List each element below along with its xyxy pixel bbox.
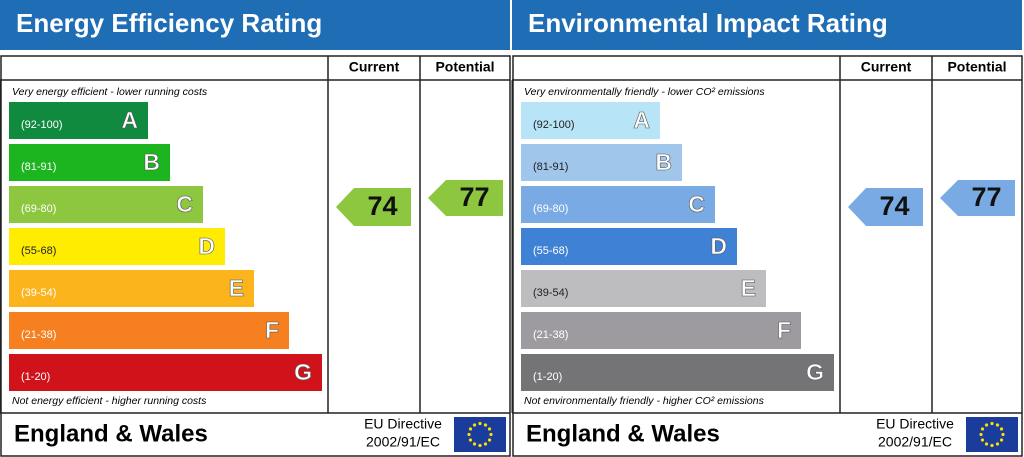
bottom-note: Not energy efficient - higher running co… (12, 395, 207, 407)
rating-band (521, 354, 834, 391)
footer-directive: EU Directive (364, 416, 442, 432)
eu-star (990, 443, 994, 448)
column-header: Current (349, 59, 400, 75)
band-range: (55-68) (533, 245, 568, 257)
band-letter: E (229, 275, 244, 301)
band-letter: E (741, 275, 756, 301)
panel-title: Environmental Impact Rating (528, 8, 888, 38)
panel: Energy Efficiency Rating Current Potential… (0, 0, 511, 457)
rating-band (521, 270, 766, 307)
bottom-note: Not environmentally friendly - higher CO… (524, 395, 765, 407)
band-letter: G (806, 359, 824, 385)
panel-title: Energy Efficiency Rating (16, 8, 322, 38)
column-header: Current (861, 59, 912, 75)
rating-band (9, 354, 322, 391)
footer-directive-number: 2002/91/EC (878, 434, 952, 450)
column-header: Potential (947, 59, 1006, 75)
top-note: Very energy efficient - lower running co… (12, 86, 208, 98)
rating-band (521, 312, 801, 349)
band-letter: B (655, 149, 672, 175)
band-letter: F (777, 317, 791, 343)
band-letter: F (265, 317, 279, 343)
column-header: Potential (435, 59, 494, 75)
band-range: (1-20) (21, 371, 50, 383)
eu-star (489, 432, 493, 437)
rating-value: 74 (879, 191, 909, 221)
eu-star (984, 423, 989, 427)
band-range: (21-38) (21, 329, 56, 341)
band-letter: C (176, 191, 193, 217)
footer-directive: EU Directive (876, 416, 954, 432)
top-note: Very environmentally friendly - lower CO… (524, 86, 765, 98)
rating-value: 77 (971, 182, 1001, 212)
eu-star (984, 442, 989, 446)
rating-band (9, 102, 148, 139)
eu-star (483, 442, 488, 446)
title-bar (512, 0, 1022, 50)
band-range: (92-100) (533, 119, 575, 131)
eu-star (483, 423, 488, 427)
eu-star (999, 438, 1004, 442)
band-letter: G (294, 359, 312, 385)
rating-band (521, 186, 715, 223)
band-letter: B (143, 149, 160, 175)
rating-arrow (428, 180, 503, 216)
eu-star (467, 432, 471, 437)
panel: Environmental Impact Rating Current Potent… (511, 0, 1023, 457)
band-range: (69-80) (21, 203, 56, 215)
eu-star (979, 432, 983, 437)
eu-star (487, 427, 492, 431)
eu-star (990, 421, 994, 426)
eu-star (478, 421, 482, 426)
rating-band (521, 228, 737, 265)
rating-arrow (940, 180, 1015, 216)
band-range: (69-80) (533, 203, 568, 215)
band-letter: A (633, 107, 650, 133)
rating-value: 77 (459, 182, 489, 212)
band-range: (92-100) (21, 119, 63, 131)
rating-band (9, 312, 289, 349)
band-letter: A (121, 107, 138, 133)
rating-band (9, 186, 203, 223)
eu-star (980, 438, 985, 442)
rating-band (9, 228, 225, 265)
rating-arrow (336, 188, 411, 226)
band-range: (81-91) (533, 161, 568, 173)
eu-star (995, 423, 1000, 427)
band-range: (1-20) (533, 371, 562, 383)
band-range: (21-38) (533, 329, 568, 341)
rating-band (521, 144, 682, 181)
footer-region: England & Wales (526, 420, 720, 447)
eu-star (472, 442, 477, 446)
footer-region: England & Wales (14, 420, 208, 447)
eu-star (995, 442, 1000, 446)
eu-star (468, 438, 473, 442)
title-bar (0, 0, 510, 50)
eu-star (487, 438, 492, 442)
footer-directive-number: 2002/91/EC (366, 434, 440, 450)
eu-star (1001, 432, 1005, 437)
band-letter: C (688, 191, 705, 217)
eu-star (472, 423, 477, 427)
band-range: (39-54) (533, 287, 568, 299)
eu-star (999, 427, 1004, 431)
rating-band (9, 270, 254, 307)
band-range: (81-91) (21, 161, 56, 173)
rating-band (9, 144, 170, 181)
eu-star (980, 427, 985, 431)
eu-star (468, 427, 473, 431)
band-range: (39-54) (21, 287, 56, 299)
rating-band (521, 102, 660, 139)
band-range: (55-68) (21, 245, 56, 257)
band-letter: D (710, 233, 727, 259)
band-letter: D (198, 233, 215, 259)
rating-value: 74 (367, 191, 397, 221)
eu-star (478, 443, 482, 448)
rating-arrow (848, 188, 923, 226)
